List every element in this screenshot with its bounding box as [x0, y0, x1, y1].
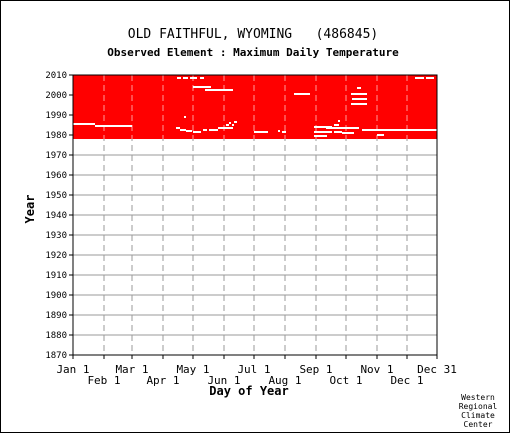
missing-segment-12 — [234, 121, 237, 123]
missing-segment-14 — [278, 130, 280, 132]
missing-segment-9 — [226, 124, 229, 126]
missing-segment-20 — [342, 132, 354, 134]
missing-segment-30 — [351, 103, 367, 105]
missing-segment-22 — [334, 124, 339, 126]
missing-segment-39 — [338, 120, 340, 122]
credit-line-4: Center — [464, 420, 493, 429]
y-tick-label-1940: 1940 — [45, 211, 67, 221]
y-tick-label-1960: 1960 — [45, 171, 67, 181]
x-tick-labels: Jan 1 Mar 1 May 1 Jul 1 Sep 1 Nov 1 Dec 31 Feb … — [56, 363, 456, 387]
missing-segment-25 — [193, 86, 211, 88]
missing-segment-37 — [426, 77, 434, 79]
missing-segment-35 — [200, 77, 204, 79]
y-tick-label-1970: 1970 — [45, 151, 67, 161]
x-axis-label: Day of Year — [209, 384, 288, 398]
y-tick-label-2010: 2010 — [45, 71, 67, 81]
missing-segment-10 — [229, 122, 231, 124]
y-tick-label-1900: 1900 — [45, 291, 67, 301]
missing-segment-8 — [218, 127, 233, 129]
missing-segment-13 — [254, 131, 268, 133]
data-layer — [73, 75, 437, 139]
missing-segment-26 — [205, 89, 233, 91]
missing-segment-24 — [362, 129, 437, 131]
missing-segment-27 — [294, 93, 310, 95]
missing-segment-29 — [352, 98, 367, 100]
x-tick-label-jun-1: Jun 1 — [207, 374, 240, 387]
missing-segment-1 — [95, 125, 132, 127]
missing-segment-28 — [351, 93, 367, 95]
x-tick-label-sep-1: Sep 1 — [299, 363, 332, 376]
x-tick-label-oct-1: Oct 1 — [329, 374, 362, 387]
missing-segment-7 — [209, 129, 218, 131]
y-tick-label-1990: 1990 — [45, 111, 67, 121]
credit-line-3: Climate — [461, 411, 495, 420]
missing-segment-5 — [193, 131, 201, 133]
missing-segment-4 — [186, 130, 192, 132]
missing-segment-19 — [334, 131, 342, 133]
missing-segment-21 — [326, 127, 359, 129]
credit-line-1: Western — [461, 393, 495, 402]
y-tick-label-1950: 1950 — [45, 191, 67, 201]
y-tick-label-1910: 1910 — [45, 271, 67, 281]
observed-block-0 — [73, 75, 437, 139]
missing-segment-6 — [203, 129, 207, 131]
x-tick-label-dec-31: Dec 31 — [417, 363, 457, 376]
y-axis-label: Year — [23, 195, 37, 224]
y-tick-label-2000: 2000 — [45, 91, 67, 101]
y-tick-labels: 1870 1880 1890 1900 1910 1920 1930 1940 1950 1960… — [45, 71, 67, 361]
y-tick-label-1930: 1930 — [45, 231, 67, 241]
chart-subtitle: Observed Element : Maximum Daily Tempera… — [107, 46, 399, 59]
missing-segment-3 — [180, 129, 186, 131]
x-tick-label-jan-1: Jan 1 — [56, 363, 89, 376]
missing-segment-38 — [184, 116, 186, 118]
missing-segment-23 — [377, 134, 384, 136]
plot-border-layer — [69, 74, 438, 359]
x-tick-label-may-1: May 1 — [176, 363, 209, 376]
x-tick-label-feb-1: Feb 1 — [87, 374, 120, 387]
missing-segment-0 — [73, 123, 95, 125]
x-tick-label-nov-1: Nov 1 — [360, 363, 393, 376]
y-tick-label-1880: 1880 — [45, 331, 67, 341]
missing-segment-17 — [314, 131, 332, 133]
credit-line-2: Regional — [459, 402, 498, 411]
credit-block: Western Regional Climate Center — [459, 393, 498, 429]
x-tick-label-aug-1: Aug 1 — [268, 374, 301, 387]
missing-segment-36 — [415, 77, 424, 79]
missing-segment-32 — [177, 77, 181, 79]
missing-segment-31 — [357, 87, 361, 89]
missing-segment-33 — [183, 77, 188, 79]
missing-segment-11 — [232, 124, 234, 126]
y-tick-label-1890: 1890 — [45, 311, 67, 321]
x-tick-label-apr-1: Apr 1 — [146, 374, 179, 387]
missing-segment-16 — [314, 126, 332, 128]
x-tick-label-jul-1: Jul 1 — [237, 363, 270, 376]
x-tick-label-dec-1: Dec 1 — [390, 374, 423, 387]
y-tick-label-1980: 1980 — [45, 131, 67, 141]
y-tick-label-1920: 1920 — [45, 251, 67, 261]
y-tick-label-1870: 1870 — [45, 351, 67, 361]
missing-segment-34 — [190, 77, 197, 79]
missing-segment-15 — [282, 131, 286, 133]
x-tick-label-mar-1: Mar 1 — [115, 363, 148, 376]
missing-segment-18 — [314, 135, 327, 137]
chart-title: OLD FAITHFUL, WYOMING (486845) — [128, 27, 378, 42]
missing-segment-2 — [176, 127, 180, 129]
